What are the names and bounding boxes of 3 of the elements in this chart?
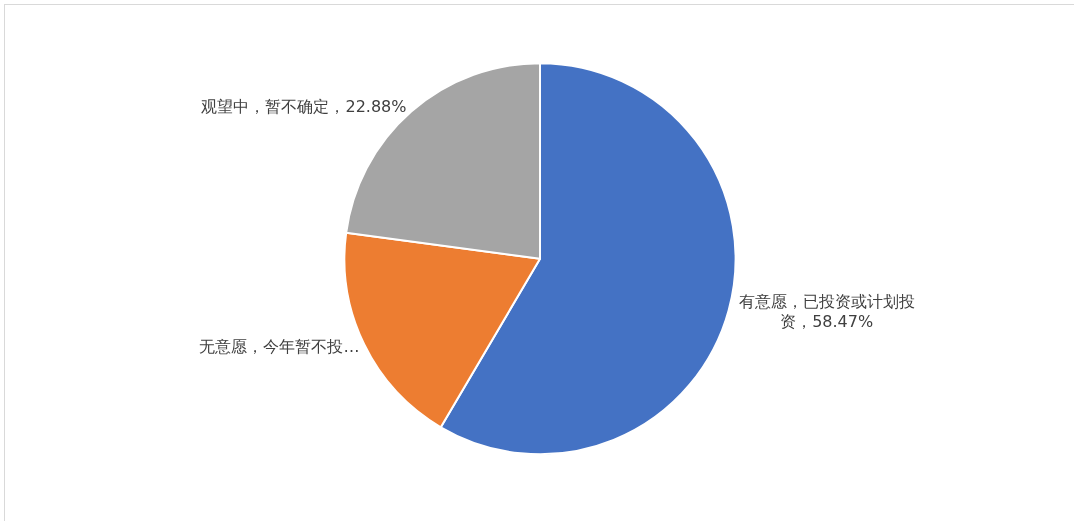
slice-label: 无意愿，今年暂不投… [199, 336, 360, 356]
slice-label: 有意愿，已投资或计划投资，58.47% [738, 291, 915, 332]
slice-label: 观望中，暂不确定，22.88% [201, 96, 407, 116]
